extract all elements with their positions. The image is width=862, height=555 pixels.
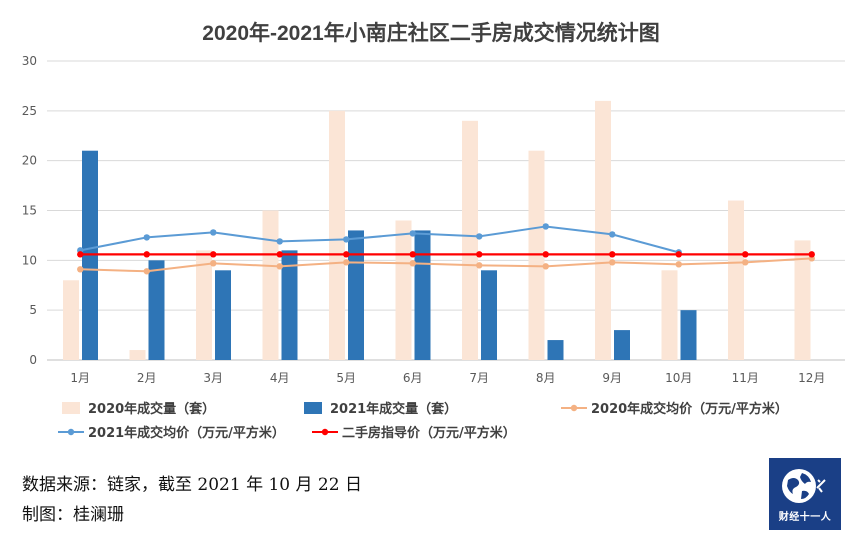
point — [609, 231, 616, 238]
x-tick-label: 3月 — [203, 371, 223, 385]
point — [742, 251, 749, 258]
legend-label: 2021年成交量（套） — [330, 401, 457, 417]
x-tick-label: 11月 — [732, 371, 759, 385]
x-tick-label: 10月 — [665, 371, 692, 385]
series-lines — [77, 223, 815, 275]
legend-label: 2020年成交均价（万元/平方米） — [591, 401, 788, 417]
grid-lines — [47, 60, 845, 361]
bar — [129, 350, 146, 360]
x-tick-label: 5月 — [336, 371, 356, 385]
point — [343, 251, 350, 258]
point — [476, 262, 483, 269]
y-tick-label: 25 — [22, 104, 37, 118]
point — [77, 266, 84, 273]
globe-icon — [782, 469, 826, 503]
point — [609, 251, 616, 258]
point — [210, 260, 217, 267]
logo-text: 财经十一人 — [778, 512, 832, 523]
y-tick-label: 30 — [22, 54, 37, 68]
series-line — [80, 225, 680, 254]
point — [409, 251, 416, 258]
y-tick-label: 15 — [22, 204, 37, 218]
point — [143, 234, 150, 241]
bar — [63, 280, 79, 360]
bar — [148, 260, 165, 360]
brand-logo: 财经十一人 — [769, 458, 841, 530]
bar — [794, 240, 811, 360]
point — [276, 251, 283, 258]
bar — [348, 230, 364, 360]
point — [476, 233, 483, 240]
y-tick-label: 0 — [29, 353, 37, 367]
point — [542, 223, 549, 230]
legend-label: 2021年成交均价（万元/平方米） — [88, 425, 285, 441]
point — [210, 251, 217, 258]
bar — [614, 330, 630, 360]
x-tick-label: 7月 — [469, 371, 489, 385]
x-tick-label: 2月 — [137, 371, 157, 385]
chart: 2020年-2021年小南庄社区二手房成交情况统计图 051015202530 … — [22, 21, 845, 441]
legend-marker — [570, 404, 578, 412]
bar — [728, 200, 744, 360]
point — [742, 259, 749, 266]
point — [343, 236, 350, 243]
author-note: 制图：桂澜珊 — [22, 505, 124, 525]
chart-title: 2020年-2021年小南庄社区二手房成交情况统计图 — [202, 21, 659, 45]
bars — [63, 100, 811, 360]
bar — [680, 310, 697, 360]
bar — [395, 220, 412, 360]
point — [143, 268, 150, 275]
bar — [215, 270, 231, 360]
bar — [262, 210, 279, 360]
bar — [196, 250, 212, 360]
point — [210, 229, 217, 236]
point — [675, 261, 682, 268]
bar — [281, 250, 298, 360]
point — [77, 251, 84, 258]
legend-marker — [321, 428, 329, 436]
x-tick-label: 8月 — [536, 371, 556, 385]
bar — [414, 230, 431, 360]
bar — [547, 340, 564, 360]
point — [409, 260, 416, 267]
point — [476, 251, 483, 258]
point — [409, 230, 416, 237]
legend-marker — [67, 428, 75, 436]
point — [675, 251, 682, 258]
legend-label: 二手房指导价（万元/平方米） — [342, 425, 516, 441]
x-tick-label: 12月 — [798, 371, 825, 385]
point — [343, 259, 350, 266]
point — [143, 251, 150, 258]
point — [276, 263, 283, 270]
x-tick-label: 9月 — [602, 371, 622, 385]
legend-swatch — [62, 402, 80, 414]
x-tick-label: 1月 — [70, 371, 90, 385]
legend-swatch — [304, 402, 322, 414]
bar — [329, 110, 345, 360]
legend: 2020年成交量（套） 2021年成交量（套） 2020年成交均价（万元/平方米） 2… — [58, 401, 788, 441]
y-axis: 0 5 10 15 20 25 30 — [22, 54, 37, 367]
point — [609, 259, 616, 266]
series-line — [80, 257, 812, 273]
y-tick-label: 5 — [29, 303, 37, 317]
x-axis: 1月 2月 3月 4月 5月 6月 7月 8月 9月 10月 11月 12月 — [70, 371, 825, 385]
point — [276, 238, 283, 245]
y-tick-label: 10 — [22, 253, 37, 267]
x-tick-label: 6月 — [403, 371, 423, 385]
bar — [481, 270, 497, 360]
data-source-note: 数据来源：链家，截至 2021 年 10 月 22 日 — [22, 475, 362, 495]
y-tick-label: 20 — [22, 154, 37, 168]
bar — [462, 120, 478, 360]
x-tick-label: 4月 — [270, 371, 290, 385]
point — [542, 263, 549, 270]
point — [808, 251, 815, 258]
point — [542, 251, 549, 258]
legend-label: 2020年成交量（套） — [88, 401, 215, 417]
bar — [661, 270, 678, 360]
bar — [595, 100, 611, 360]
